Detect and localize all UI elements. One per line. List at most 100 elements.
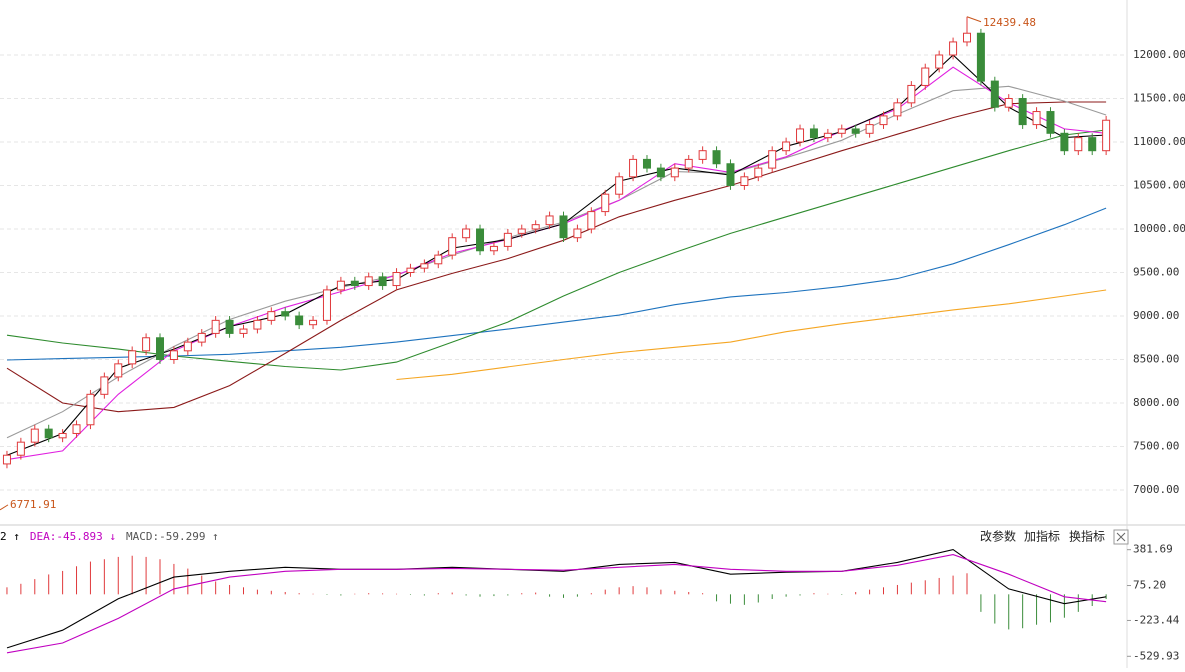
- candle-body: [601, 193, 610, 213]
- candle-body: [782, 141, 791, 152]
- candle-body: [1032, 111, 1041, 126]
- candle-body: [851, 128, 860, 134]
- candle-body: [907, 84, 916, 104]
- candle-body: [517, 228, 526, 234]
- candle-body: [2, 454, 11, 465]
- y-tick-label: 11500.00: [1133, 91, 1185, 104]
- candle-body: [392, 272, 401, 287]
- annotation-arrow: [966, 16, 982, 23]
- candle-body: [156, 337, 165, 361]
- legend-entry: DEA:-45.893 ↓: [30, 530, 116, 543]
- line-series: [6, 207, 1107, 361]
- low-label: 6771.91: [10, 498, 56, 511]
- candle-body: [253, 319, 262, 330]
- candle-body: [86, 393, 95, 426]
- candle-body: [197, 332, 206, 343]
- candle-body: [823, 132, 832, 139]
- y-tick-label: 10500.00: [1133, 178, 1185, 191]
- toolbar-button[interactable]: 加指标: [1024, 529, 1060, 544]
- candle-body: [114, 363, 123, 378]
- candle-body: [865, 124, 874, 134]
- y-tick-label: 12000.00: [1133, 48, 1185, 61]
- candle-body: [183, 341, 192, 352]
- y-tick-label: 10000.00: [1133, 222, 1185, 235]
- y-tick-label: 75.20: [1133, 579, 1166, 592]
- candle-body: [448, 237, 457, 256]
- candle-body: [336, 280, 345, 291]
- candle-body: [921, 67, 930, 86]
- candle-body: [629, 158, 638, 178]
- candle-body: [267, 311, 276, 321]
- candle-body: [100, 376, 109, 395]
- candle-body: [16, 441, 25, 456]
- candle-body: [573, 228, 582, 239]
- candle-body: [44, 428, 53, 439]
- candle-body: [837, 128, 846, 134]
- candle-body: [712, 150, 721, 165]
- candle-body: [726, 163, 735, 186]
- y-tick-label: -529.93: [1133, 649, 1179, 662]
- line-series: [6, 66, 1107, 461]
- candle-body: [503, 232, 512, 247]
- candle-body: [796, 128, 805, 143]
- candle-body: [142, 337, 151, 352]
- toolbar-button[interactable]: 改参数: [980, 529, 1016, 544]
- legend-entry: MACD:-59.299 ↑: [126, 530, 219, 543]
- candle-body: [489, 245, 498, 252]
- candle-body: [30, 428, 39, 443]
- candle-body: [420, 263, 429, 269]
- candle-body: [322, 289, 331, 321]
- candle-body: [1088, 137, 1097, 152]
- candle-body: [169, 350, 178, 361]
- candle-body: [698, 150, 707, 160]
- candle-body: [295, 315, 304, 326]
- y-tick-label: 8000.00: [1133, 396, 1179, 409]
- candle-body: [935, 54, 944, 69]
- candle-body: [239, 328, 248, 334]
- y-tick-label: 9000.00: [1133, 309, 1179, 322]
- candle-body: [962, 32, 971, 43]
- candle-body: [225, 319, 234, 334]
- candle-body: [128, 350, 137, 365]
- y-tick-label: 7000.00: [1133, 483, 1179, 496]
- legend-entry: 2 ↑: [0, 530, 20, 543]
- close-icon: [1116, 532, 1126, 542]
- candle-body: [309, 319, 318, 326]
- candle-body: [615, 176, 624, 195]
- line-series: [396, 289, 1107, 381]
- line-series: [6, 549, 1107, 649]
- candle-body: [58, 432, 67, 439]
- candle-body: [768, 150, 777, 169]
- candle-body: [281, 311, 290, 317]
- candle-body: [350, 280, 359, 287]
- candle-body: [1018, 97, 1027, 126]
- candle-body: [879, 115, 888, 126]
- candle-body: [545, 215, 554, 226]
- candle-body: [587, 211, 596, 230]
- toolbar-button[interactable]: 换指标: [1069, 529, 1105, 544]
- line-series: [6, 101, 1107, 413]
- candle-body: [378, 276, 387, 287]
- candle-body: [893, 102, 902, 117]
- y-tick-label: 381.69: [1133, 543, 1173, 556]
- candle-body: [976, 32, 985, 82]
- candle-body: [1074, 137, 1083, 152]
- candle-body: [364, 276, 373, 287]
- line-series: [6, 54, 1107, 456]
- candle-body: [1060, 132, 1069, 152]
- line-series: [6, 554, 1107, 654]
- candle-body: [809, 128, 818, 139]
- y-tick-label: 11000.00: [1133, 135, 1185, 148]
- candle-body: [1046, 111, 1055, 134]
- high-label: 12439.48: [983, 16, 1036, 29]
- candle-body: [990, 80, 999, 108]
- line-series: [6, 85, 1107, 439]
- candle-body: [754, 167, 763, 178]
- candle-body: [1004, 97, 1013, 108]
- y-tick-label: -223.44: [1133, 613, 1180, 626]
- candle-body: [406, 267, 415, 274]
- y-tick-label: 7500.00: [1133, 440, 1179, 453]
- candle-body: [684, 158, 693, 169]
- candle-body: [476, 228, 485, 252]
